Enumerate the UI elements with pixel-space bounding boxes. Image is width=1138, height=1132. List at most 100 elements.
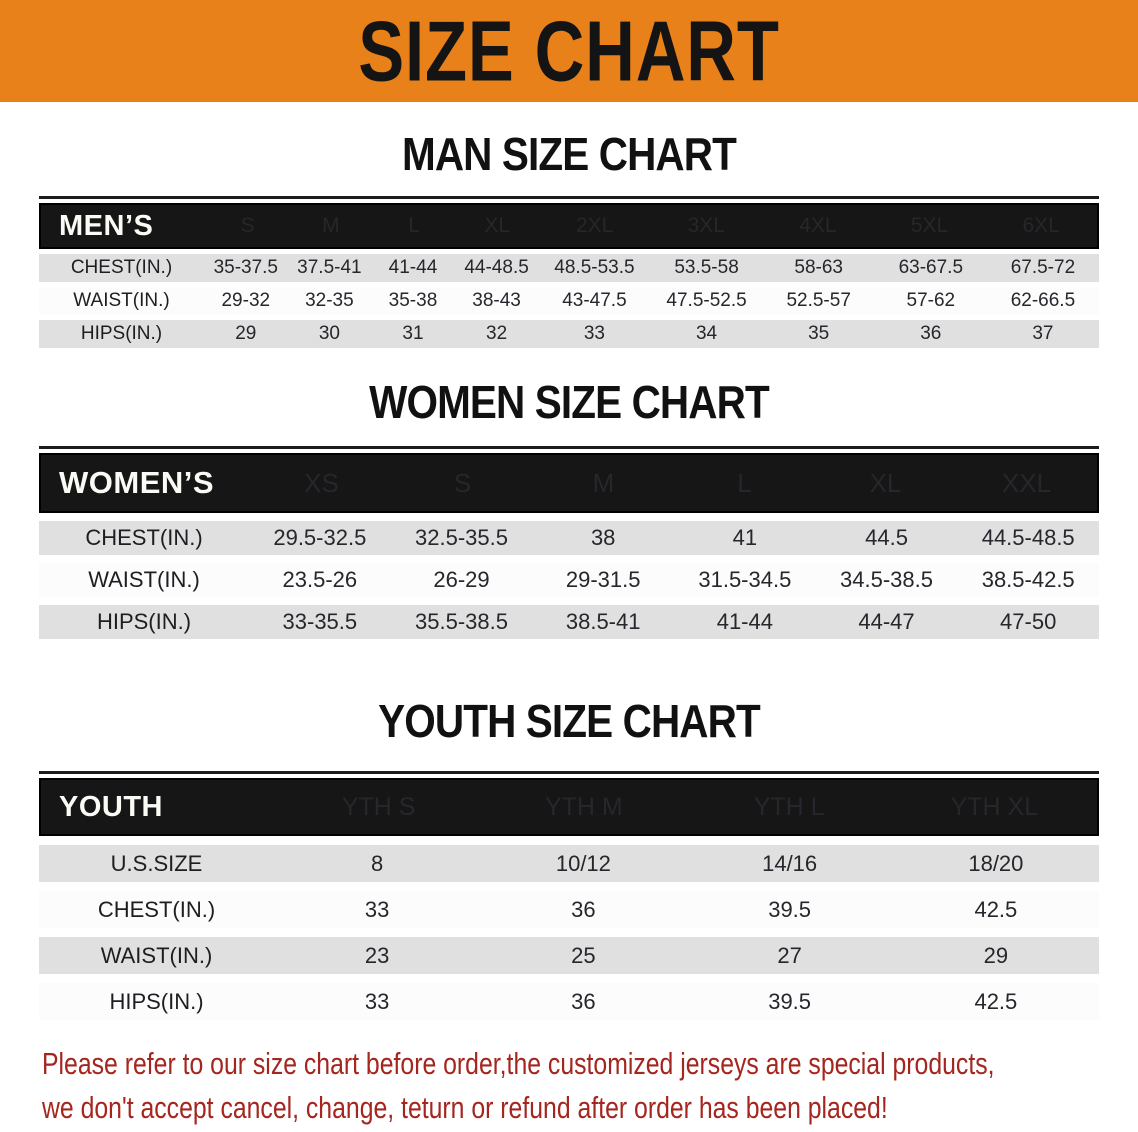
value-cell: 58-63 bbox=[794, 257, 843, 278]
section-men: MAN SIZE CHART MEN’S S M L XL 2XL 3XL 4XL 5XL 6XL… bbox=[0, 130, 1138, 348]
value-cell: 42.5 bbox=[974, 988, 1018, 1014]
value-cell: 52.5-57 bbox=[786, 290, 851, 311]
value-cell: 35-37.5 bbox=[213, 257, 279, 278]
row-label: WAIST(IN.) bbox=[100, 942, 213, 968]
column-header: 4XL bbox=[799, 214, 837, 237]
value-cell: 32 bbox=[486, 323, 508, 344]
value-cell: 41-44 bbox=[388, 257, 438, 278]
page-title: SIZE CHART bbox=[358, 3, 780, 99]
value-cell: 31 bbox=[402, 323, 424, 344]
column-header: XL bbox=[484, 214, 511, 237]
value-cell: 41-44 bbox=[716, 609, 773, 634]
value-cell: 29 bbox=[235, 323, 257, 344]
column-header: S bbox=[240, 214, 255, 237]
column-header: L bbox=[737, 467, 752, 498]
value-cell: 44.5-48.5 bbox=[981, 525, 1075, 550]
disclaimer-line-1: Please refer to our size chart before or… bbox=[42, 1046, 995, 1081]
column-header: 2XL bbox=[576, 214, 614, 237]
row-label: HIPS(IN.) bbox=[96, 609, 192, 634]
value-cell: 38.5-42.5 bbox=[981, 567, 1075, 592]
value-cell: 41 bbox=[732, 525, 758, 550]
value-cell: 26-29 bbox=[433, 567, 490, 592]
youth-size-table: YOUTH YTH S YTH M YTH L YTH XL U.S.SIZE 8 10/12… bbox=[39, 771, 1099, 1020]
table-row: HIPS(IN.) 29 30 31 32 33 34 35 36 37 bbox=[39, 320, 1099, 348]
table-corner-label: YOUTH bbox=[59, 790, 163, 823]
value-cell: 38.5-41 bbox=[565, 609, 641, 634]
column-header: XXL bbox=[1001, 467, 1052, 498]
value-cell: 37.5-41 bbox=[297, 257, 362, 278]
row-label: WAIST(IN.) bbox=[73, 290, 170, 311]
value-cell: 44-47 bbox=[858, 609, 915, 634]
disclaimer-line-2: we don't accept cancel, change, teturn o… bbox=[42, 1090, 888, 1125]
value-cell: 29 bbox=[983, 942, 1009, 968]
column-header: 3XL bbox=[687, 214, 725, 237]
value-cell: 25 bbox=[571, 942, 596, 968]
value-cell: 38 bbox=[590, 525, 616, 550]
table-corner-label: MEN’S bbox=[59, 209, 154, 242]
row-label: HIPS(IN.) bbox=[109, 988, 204, 1014]
value-cell: 44-48.5 bbox=[464, 257, 529, 278]
table-row: CHEST(IN.) 29.5-32.5 32.5-35.5 38 41 44.5 44.5… bbox=[39, 521, 1099, 555]
value-cell: 33 bbox=[364, 896, 390, 922]
value-cell: 29-32 bbox=[221, 290, 271, 311]
value-cell: 35 bbox=[808, 323, 830, 344]
row-label: CHEST(IN.) bbox=[85, 525, 203, 550]
value-cell: 30 bbox=[318, 323, 340, 344]
column-header: M bbox=[322, 214, 340, 237]
value-cell: 32.5-35.5 bbox=[415, 525, 508, 550]
table-row: U.S.SIZE 8 10/12 14/16 18/20 bbox=[39, 845, 1099, 882]
column-header: 6XL bbox=[1022, 214, 1060, 237]
table-header-row: WOMEN’S XS S M L XL XXL bbox=[39, 453, 1099, 513]
value-cell: 8 bbox=[371, 850, 384, 876]
row-label: CHEST(IN.) bbox=[70, 257, 173, 278]
table-row: WAIST(IN.) 29-32 32-35 35-38 38-43 43-47.5 47.… bbox=[39, 287, 1099, 315]
value-cell: 23 bbox=[364, 942, 390, 968]
row-label: CHEST(IN.) bbox=[97, 896, 216, 922]
column-header: YTH L bbox=[753, 792, 825, 821]
row-label: U.S.SIZE bbox=[110, 850, 203, 876]
value-cell: 29-31.5 bbox=[565, 567, 641, 592]
value-cell: 18/20 bbox=[968, 850, 1024, 876]
women-size-table: WOMEN’S XS S M L XL XXL CHEST(IN.) 29.5-32.5 32.5… bbox=[39, 446, 1099, 639]
value-cell: 14/16 bbox=[762, 850, 818, 876]
row-label: HIPS(IN.) bbox=[80, 323, 163, 344]
disclaimer: Please refer to our size chart before or… bbox=[42, 1042, 1138, 1130]
table-row: WAIST(IN.) 23 25 27 29 bbox=[39, 937, 1099, 974]
value-cell: 36 bbox=[571, 896, 596, 922]
column-header: XS bbox=[304, 467, 339, 498]
value-cell: 36 bbox=[920, 323, 942, 344]
value-cell: 63-67.5 bbox=[898, 257, 964, 278]
value-cell: 34 bbox=[695, 323, 718, 344]
women-section-heading: WOMEN SIZE CHART bbox=[369, 376, 770, 428]
value-cell: 31.5-34.5 bbox=[698, 567, 792, 592]
row-label: WAIST(IN.) bbox=[88, 567, 200, 592]
value-cell: 38-43 bbox=[472, 290, 521, 311]
value-cell: 35.5-38.5 bbox=[415, 609, 508, 634]
value-cell: 33-35.5 bbox=[282, 609, 358, 634]
table-row: HIPS(IN.) 33-35.5 35.5-38.5 38.5-41 41-44 44-… bbox=[39, 605, 1099, 639]
value-cell: 47-50 bbox=[1000, 609, 1057, 634]
value-cell: 67.5-72 bbox=[1010, 257, 1076, 278]
column-header: YTH S bbox=[341, 792, 416, 821]
table-header-row: MEN’S S M L XL 2XL 3XL 4XL 5XL 6XL bbox=[39, 203, 1099, 249]
value-cell: 48.5-53.5 bbox=[554, 257, 635, 278]
column-header: S bbox=[453, 467, 472, 498]
value-cell: 33 bbox=[583, 323, 605, 344]
column-header: 5XL bbox=[910, 214, 949, 237]
section-youth: YOUTH SIZE CHART YOUTH YTH S YTH M YTH L YTH… bbox=[0, 697, 1138, 1020]
value-cell: 29.5-32.5 bbox=[273, 525, 367, 550]
value-cell: 62-66.5 bbox=[1010, 290, 1076, 311]
value-cell: 33 bbox=[364, 988, 390, 1014]
value-cell: 47.5-52.5 bbox=[666, 290, 747, 311]
value-cell: 53.5-58 bbox=[674, 257, 739, 278]
content: MAN SIZE CHART MEN’S S M L XL 2XL 3XL 4XL 5XL 6XL… bbox=[0, 130, 1138, 1130]
value-cell: 35-38 bbox=[388, 290, 438, 311]
value-cell: 36 bbox=[571, 988, 596, 1014]
table-row: CHEST(IN.) 33 36 39.5 42.5 bbox=[39, 891, 1099, 928]
column-header: M bbox=[592, 467, 615, 498]
value-cell: 10/12 bbox=[555, 850, 611, 876]
value-cell: 42.5 bbox=[974, 896, 1018, 922]
value-cell: 37 bbox=[1032, 323, 1054, 344]
value-cell: 43-47.5 bbox=[562, 290, 627, 311]
